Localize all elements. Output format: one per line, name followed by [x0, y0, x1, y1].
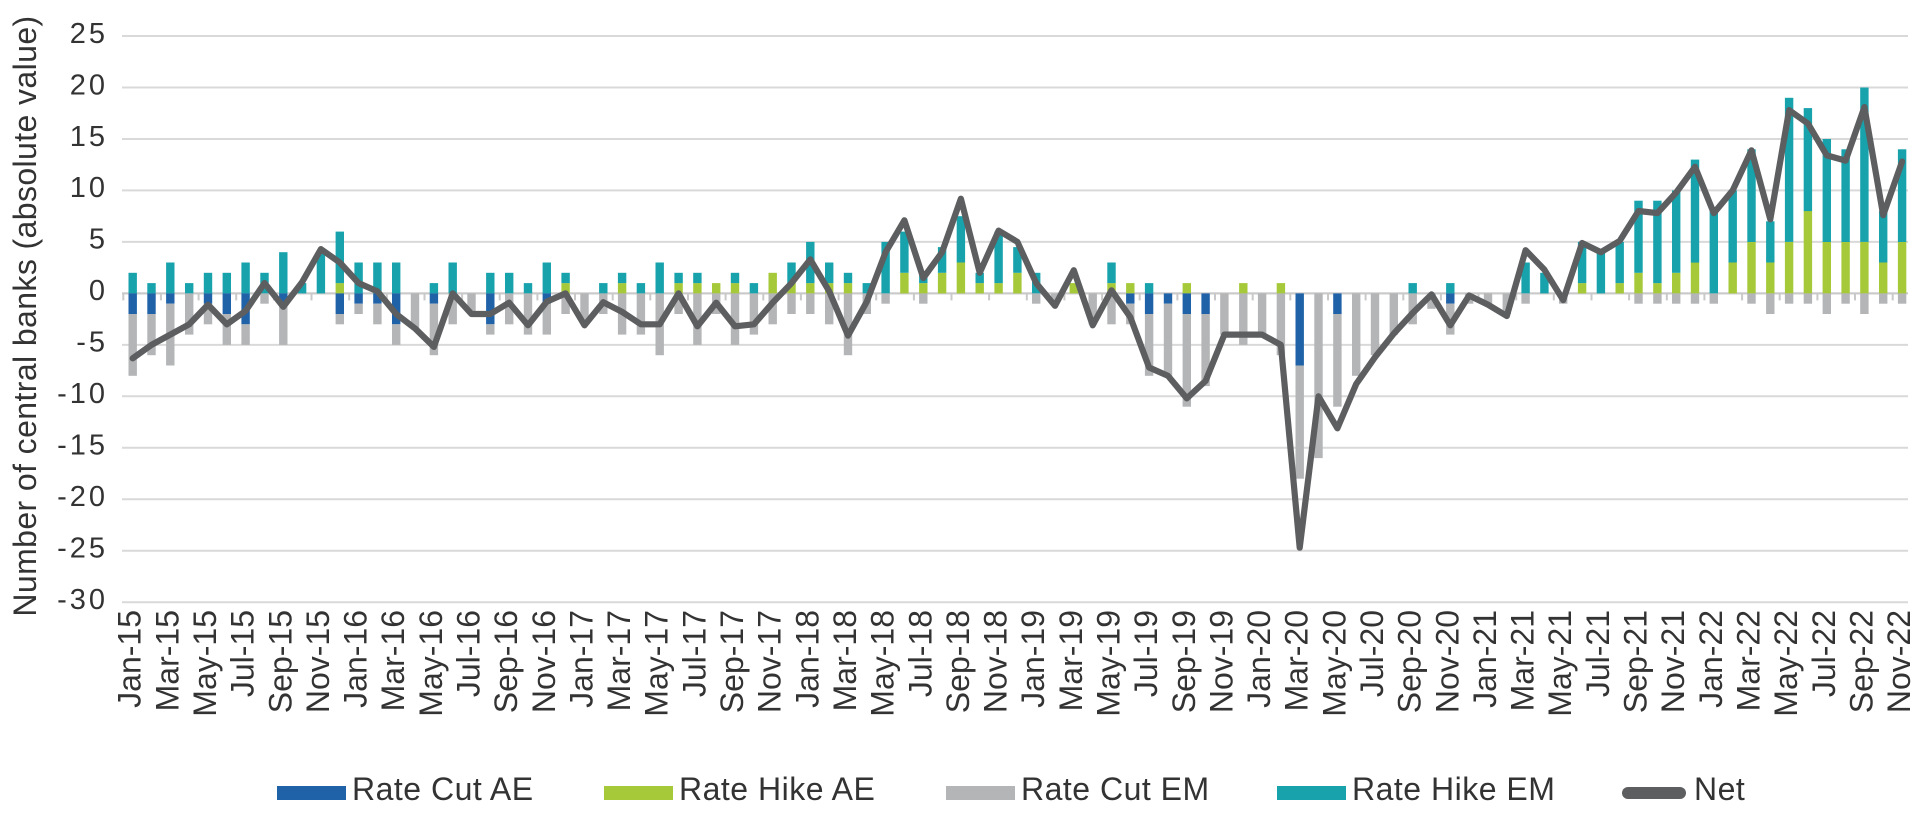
svg-text:Jul-21: Jul-21: [1580, 610, 1616, 697]
svg-text:Sep-20: Sep-20: [1392, 610, 1428, 713]
svg-text:Sep-16: Sep-16: [488, 610, 524, 713]
svg-text:Jul-15: Jul-15: [225, 610, 261, 697]
svg-text:Jan-18: Jan-18: [789, 610, 825, 708]
svg-text:Jan-20: Jan-20: [1241, 610, 1277, 708]
svg-text:Sep-17: Sep-17: [714, 610, 750, 713]
svg-text:Sep-18: Sep-18: [940, 610, 976, 713]
svg-text:Nov-17: Nov-17: [752, 610, 788, 713]
svg-text:Jul-16: Jul-16: [451, 610, 487, 697]
svg-text:Jan-16: Jan-16: [338, 610, 374, 708]
svg-text:Sep-15: Sep-15: [262, 610, 298, 713]
svg-text:Jan-17: Jan-17: [564, 610, 600, 708]
svg-text:Mar-22: Mar-22: [1731, 610, 1767, 711]
svg-text:Jul-17: Jul-17: [676, 610, 712, 697]
svg-text:Nov-22: Nov-22: [1881, 610, 1913, 713]
svg-text:10: 10: [70, 172, 108, 204]
svg-text:Jul-20: Jul-20: [1354, 610, 1390, 697]
svg-text:Rate Hike EM: Rate Hike EM: [1352, 771, 1555, 807]
svg-text:20: 20: [70, 69, 108, 101]
svg-text:-5: -5: [76, 327, 108, 359]
svg-text:Mar-18: Mar-18: [827, 610, 863, 711]
svg-text:Sep-21: Sep-21: [1618, 610, 1654, 713]
svg-text:Net: Net: [1694, 771, 1745, 807]
svg-text:Jan-21: Jan-21: [1467, 610, 1503, 708]
svg-text:-20: -20: [57, 481, 108, 513]
svg-text:May-22: May-22: [1768, 610, 1804, 717]
svg-text:25: 25: [70, 18, 108, 50]
svg-text:Nov-16: Nov-16: [526, 610, 562, 713]
svg-text:Nov-20: Nov-20: [1429, 610, 1465, 713]
svg-text:Rate Hike AE: Rate Hike AE: [679, 771, 875, 807]
svg-text:May-15: May-15: [187, 610, 223, 717]
svg-text:15: 15: [70, 121, 108, 153]
svg-text:Mar-16: Mar-16: [375, 610, 411, 711]
svg-text:May-17: May-17: [639, 610, 675, 717]
svg-text:Jul-19: Jul-19: [1128, 610, 1164, 697]
svg-text:Mar-17: Mar-17: [601, 610, 637, 711]
svg-text:May-19: May-19: [1091, 610, 1127, 717]
svg-text:May-16: May-16: [413, 610, 449, 717]
svg-text:Nov-18: Nov-18: [978, 610, 1014, 713]
svg-text:5: 5: [89, 224, 108, 256]
svg-text:0: 0: [89, 275, 108, 307]
svg-text:Jan-19: Jan-19: [1015, 610, 1051, 708]
svg-text:Jul-18: Jul-18: [902, 610, 938, 697]
svg-text:Sep-19: Sep-19: [1166, 610, 1202, 713]
svg-text:Mar-21: Mar-21: [1505, 610, 1541, 711]
svg-text:-25: -25: [57, 533, 108, 565]
svg-text:Mar-19: Mar-19: [1053, 610, 1089, 711]
svg-text:Nov-15: Nov-15: [300, 610, 336, 713]
svg-text:Rate Cut EM: Rate Cut EM: [1021, 771, 1210, 807]
svg-text:-10: -10: [57, 378, 108, 410]
svg-text:Jan-22: Jan-22: [1693, 610, 1729, 708]
svg-text:Number of central banks (absol: Number of central banks (absolute value): [7, 15, 43, 616]
svg-text:May-18: May-18: [865, 610, 901, 717]
svg-text:Jul-22: Jul-22: [1806, 610, 1842, 697]
svg-text:Nov-19: Nov-19: [1203, 610, 1239, 713]
svg-text:Mar-15: Mar-15: [149, 610, 185, 711]
svg-text:Mar-20: Mar-20: [1279, 610, 1315, 711]
svg-text:Jan-15: Jan-15: [112, 610, 148, 708]
svg-text:May-21: May-21: [1542, 610, 1578, 717]
svg-text:-30: -30: [57, 584, 108, 616]
svg-text:Rate Cut AE: Rate Cut AE: [352, 771, 534, 807]
svg-text:-15: -15: [57, 430, 108, 462]
svg-text:Nov-21: Nov-21: [1655, 610, 1691, 713]
svg-text:May-20: May-20: [1316, 610, 1352, 717]
svg-text:Sep-22: Sep-22: [1843, 610, 1879, 713]
